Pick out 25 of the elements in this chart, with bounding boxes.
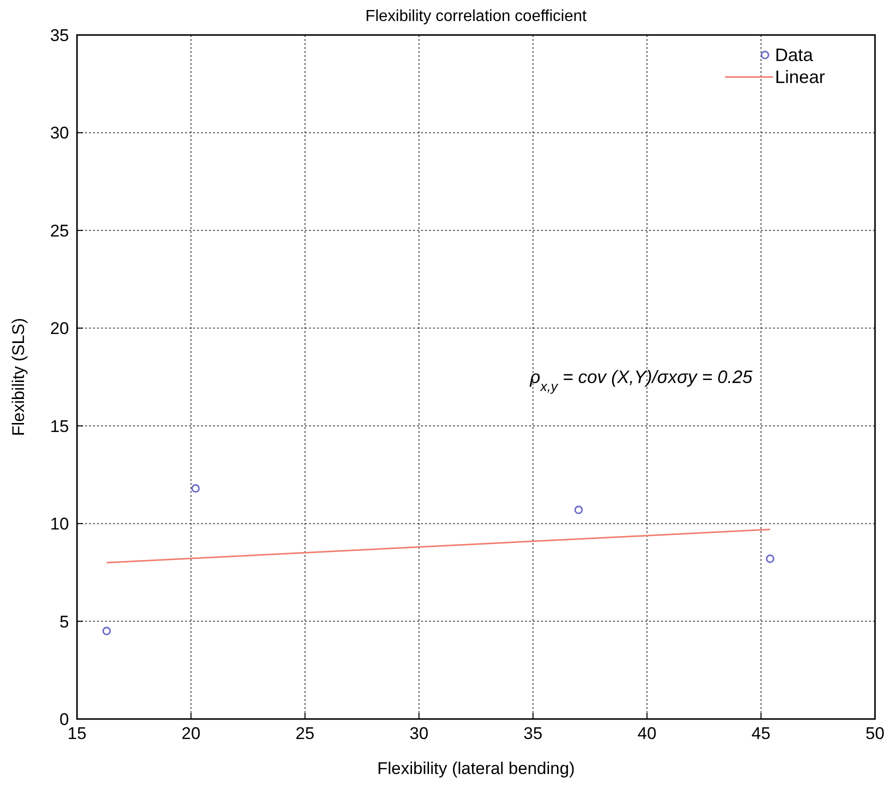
x-tick-label: 25 [296, 724, 314, 743]
point [574, 506, 583, 514]
y-tick-label: 0 [60, 710, 69, 729]
y-tick-label: 5 [60, 612, 69, 632]
legend-label: Data [775, 45, 814, 65]
x-tick-label: 35 [524, 724, 542, 743]
x-tick-label: 40 [638, 724, 656, 743]
legend-label: Linear [775, 67, 826, 87]
annotation: ρ$_{x,y}$ = cov (X,Y)/σxσy = 0.25 [529, 367, 754, 394]
x-tick-label: 50 [866, 724, 884, 743]
chart-title: Flexibility correlation coefficient [365, 8, 588, 25]
y-tick-label: 10 [50, 514, 69, 534]
point [766, 554, 774, 563]
x-axis-title: Flexibility (lateral bending) [377, 759, 575, 778]
y-tick-label: 20 [50, 319, 69, 338]
x-tick-label: 20 [182, 724, 200, 743]
point [102, 626, 111, 636]
y-tick-label: 25 [50, 221, 69, 240]
x-tick-label: 45 [752, 724, 770, 743]
y-tick-label: 35 [50, 26, 69, 45]
y-tick-label: 30 [50, 124, 69, 143]
y-tick-label: 15 [50, 416, 69, 436]
y-axis-title: Flexibility (SLS) [9, 318, 28, 436]
point [191, 484, 200, 493]
x-tick-label: 30 [410, 724, 428, 743]
